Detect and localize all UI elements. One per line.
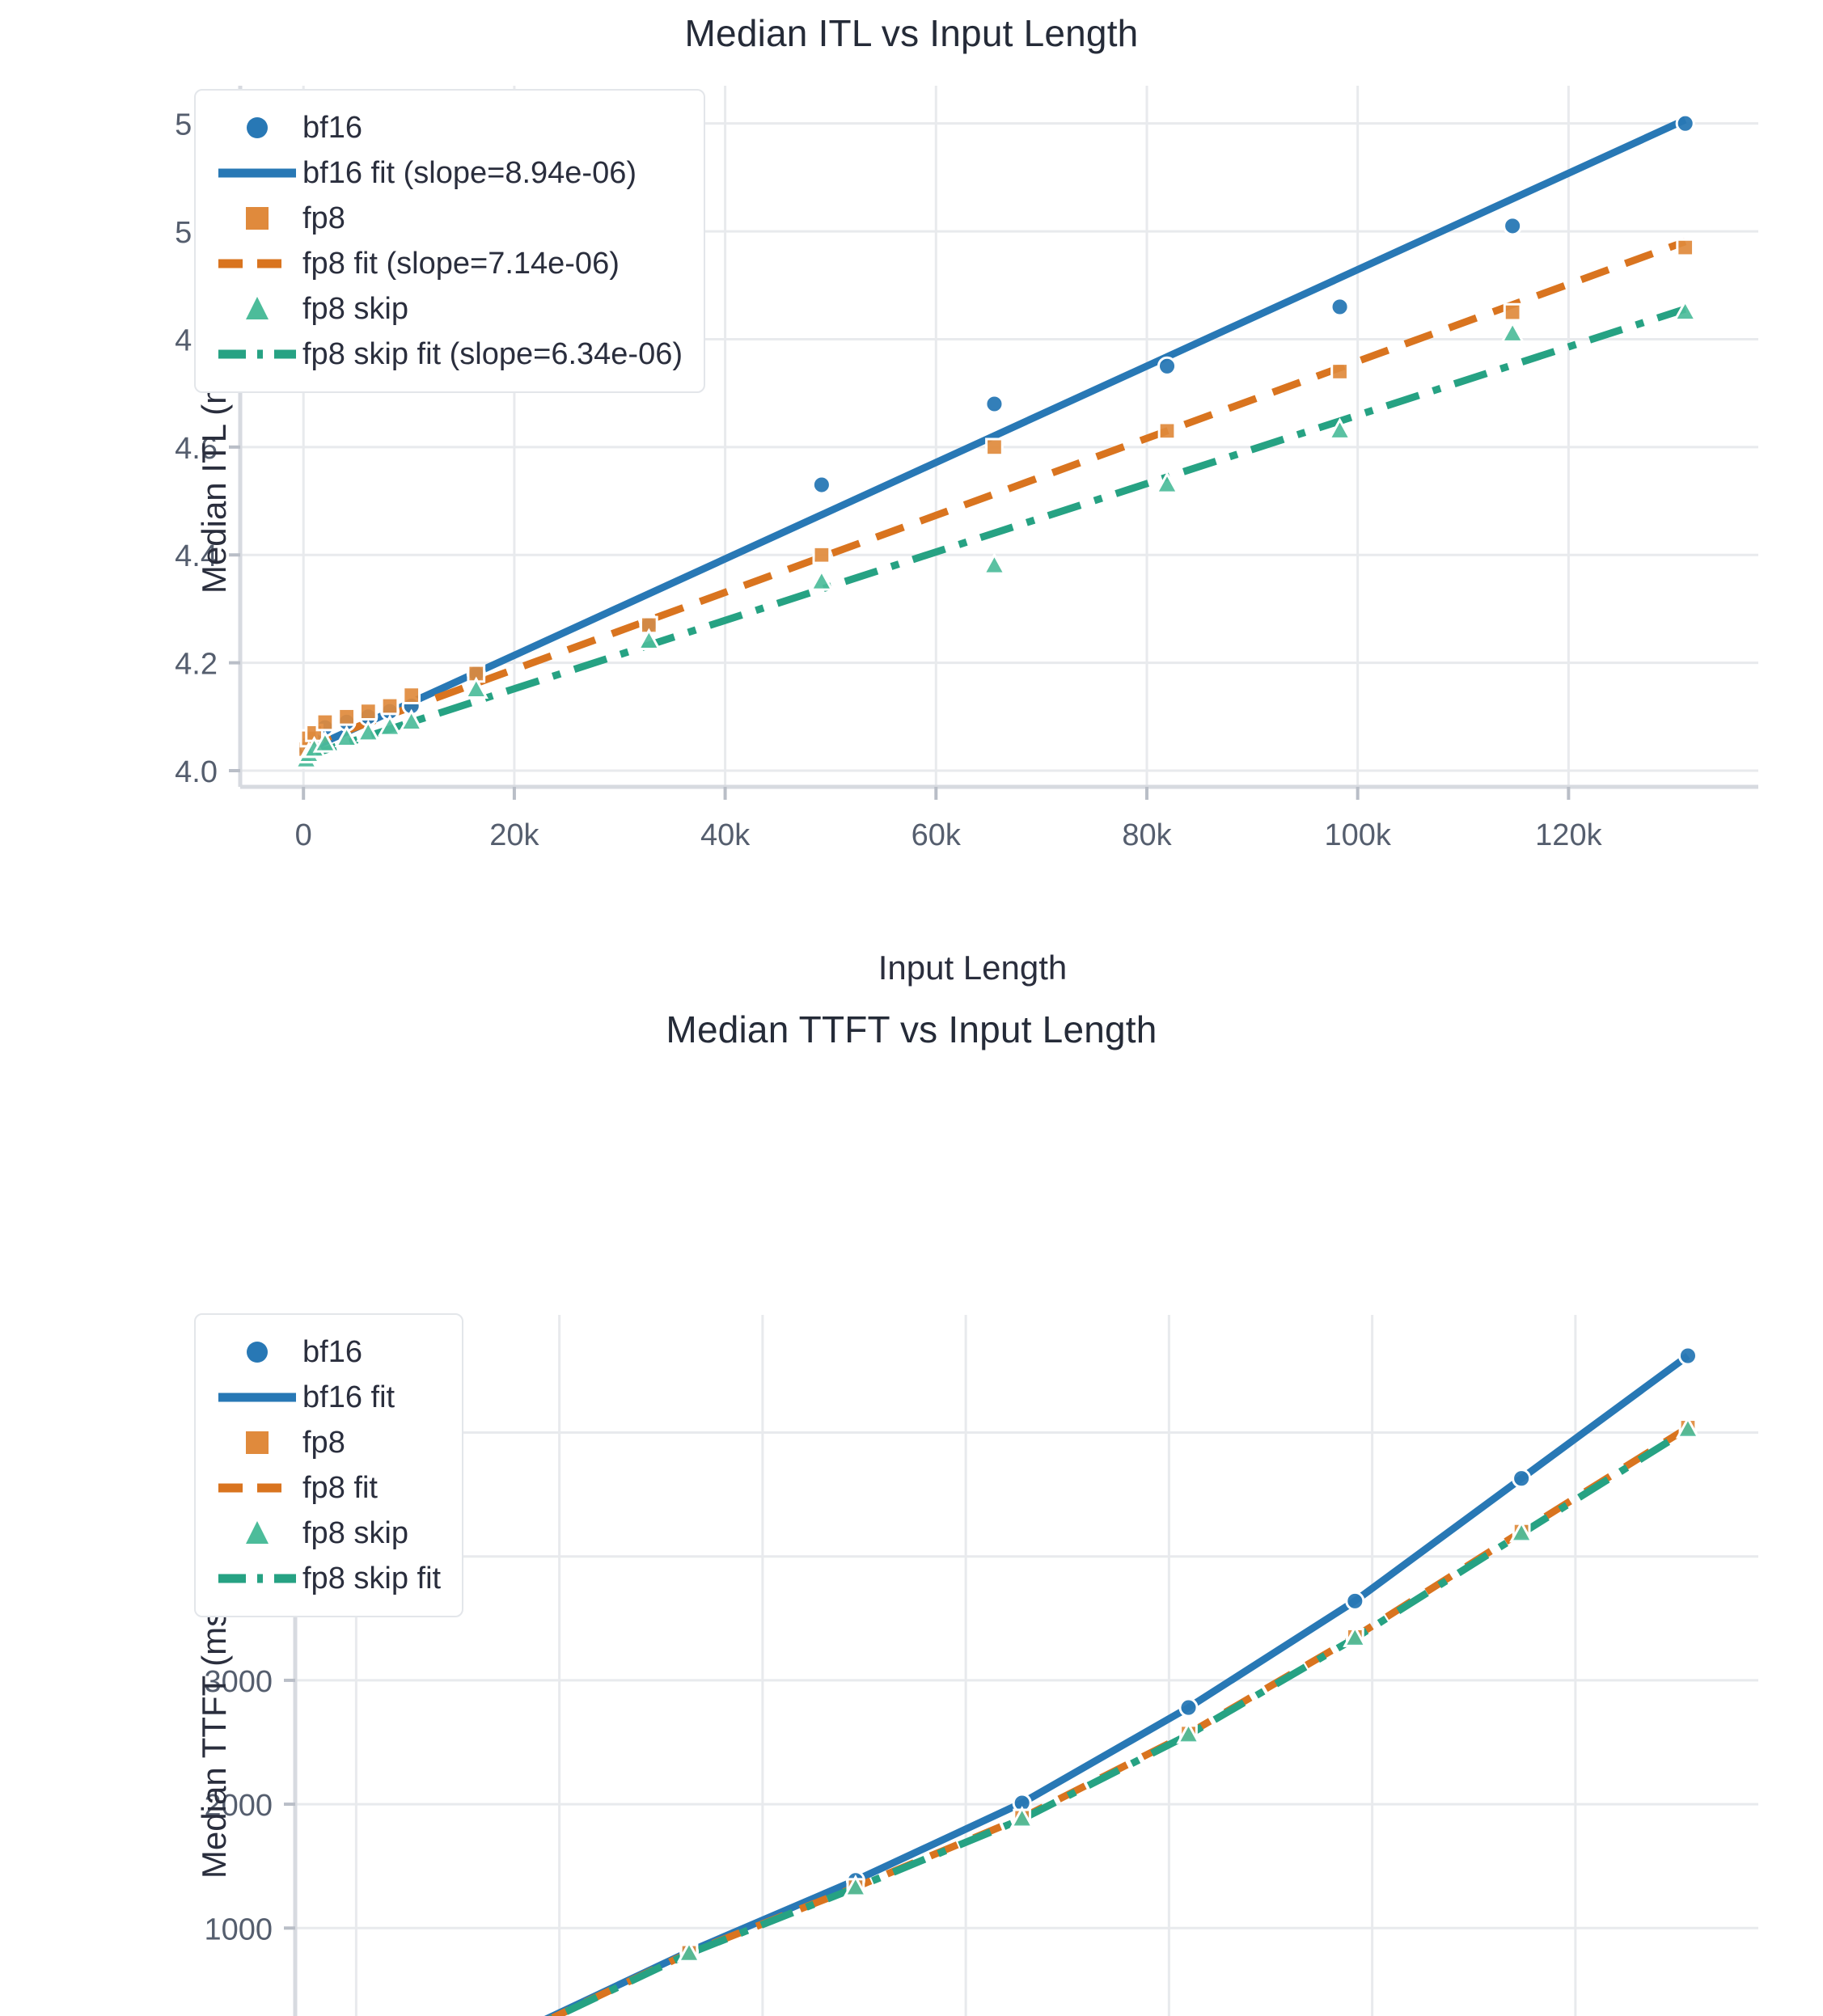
svg-text:100k: 100k (1324, 818, 1391, 852)
itl-chart-title: Median ITL vs Input Length (684, 12, 1139, 54)
svg-text:120k: 120k (1535, 818, 1602, 852)
svg-text:4.2: 4.2 (175, 648, 218, 682)
svg-text:4.0: 4.0 (175, 755, 218, 789)
legend-item[interactable]: bf16 (212, 105, 683, 150)
legend-label: fp8 skip fit (302, 1562, 442, 1595)
square-marker-icon (212, 1425, 302, 1460)
solid-line-icon (212, 155, 302, 191)
legend-label: fp8 skip (302, 1516, 408, 1550)
legend-item[interactable]: fp8 fit (slope=7.14e-06) (212, 241, 683, 286)
legend-item[interactable]: fp8 fit (212, 1465, 441, 1511)
chart-median-ttft: Median TTFT vs Input Length 010002000300… (0, 1008, 1823, 2016)
legend-item[interactable]: fp8 (212, 1420, 441, 1465)
legend-label: fp8 (302, 1426, 345, 1460)
svg-text:20k: 20k (489, 818, 539, 852)
dashed-line-icon (212, 246, 302, 281)
legend-label: bf16 (302, 1335, 362, 1369)
ttft-chart-title: Median TTFT vs Input Length (666, 1008, 1157, 1050)
svg-text:3000: 3000 (204, 1665, 273, 1699)
svg-text:4.4: 4.4 (175, 539, 218, 573)
legend-label: bf16 (302, 111, 362, 145)
svg-text:0: 0 (295, 818, 312, 852)
svg-text:40k: 40k (700, 818, 751, 852)
itl-x-axis-label: Input Length (878, 949, 1068, 987)
legend-item[interactable]: fp8 (212, 196, 683, 241)
circle-marker-icon (212, 110, 302, 146)
chart-median-itl: Median ITL vs Input Length 4.0 4.2 4.4 4.6 4… (174, 12, 1771, 987)
legend-item[interactable]: bf16 fit (slope=8.94e-06) (212, 150, 683, 196)
ttft-legend: bf16 bf16 fit fp8 fp8 fit fp8 skip fp8 skip f… (194, 1313, 464, 1617)
svg-text:4.6: 4.6 (175, 432, 218, 466)
dashdot-line-icon (212, 1561, 302, 1596)
legend-item[interactable]: fp8 skip (212, 1511, 441, 1556)
circle-marker-icon (212, 1334, 302, 1370)
legend-item[interactable]: fp8 skip (212, 286, 683, 332)
itl-plot-area: 4.04.24.44.64.85.05.2020k40k60k80k100k12… (174, 71, 1771, 987)
legend-item[interactable]: bf16 (212, 1329, 441, 1375)
legend-item[interactable]: bf16 fit (212, 1375, 441, 1420)
legend-label: fp8 skip (302, 292, 408, 326)
legend-label: fp8 skip fit (slope=6.34e-06) (302, 337, 683, 371)
triangle-marker-icon (212, 291, 302, 327)
itl-axes: 4.04.24.44.64.85.05.2020k40k60k80k100k12… (174, 71, 1771, 868)
legend-label: bf16 fit (302, 1380, 395, 1414)
legend-label: fp8 fit (302, 1471, 378, 1505)
svg-text:80k: 80k (1122, 818, 1172, 852)
svg-text:60k: 60k (912, 818, 962, 852)
dashdot-line-icon (212, 336, 302, 372)
itl-legend: bf16 bf16 fit (slope=8.94e-06) fp8 fp8 fit … (194, 89, 705, 393)
square-marker-icon (212, 201, 302, 236)
triangle-marker-icon (212, 1515, 302, 1551)
legend-item[interactable]: fp8 skip fit (212, 1556, 441, 1601)
svg-text:2000: 2000 (204, 1789, 273, 1823)
legend-label: fp8 (302, 201, 345, 235)
solid-line-icon (212, 1380, 302, 1415)
legend-label: fp8 fit (slope=7.14e-06) (302, 247, 620, 281)
legend-item[interactable]: fp8 skip fit (slope=6.34e-06) (212, 332, 683, 377)
legend-label: bf16 fit (slope=8.94e-06) (302, 156, 637, 190)
dashed-line-icon (212, 1470, 302, 1506)
svg-text:1000: 1000 (204, 1912, 273, 1946)
